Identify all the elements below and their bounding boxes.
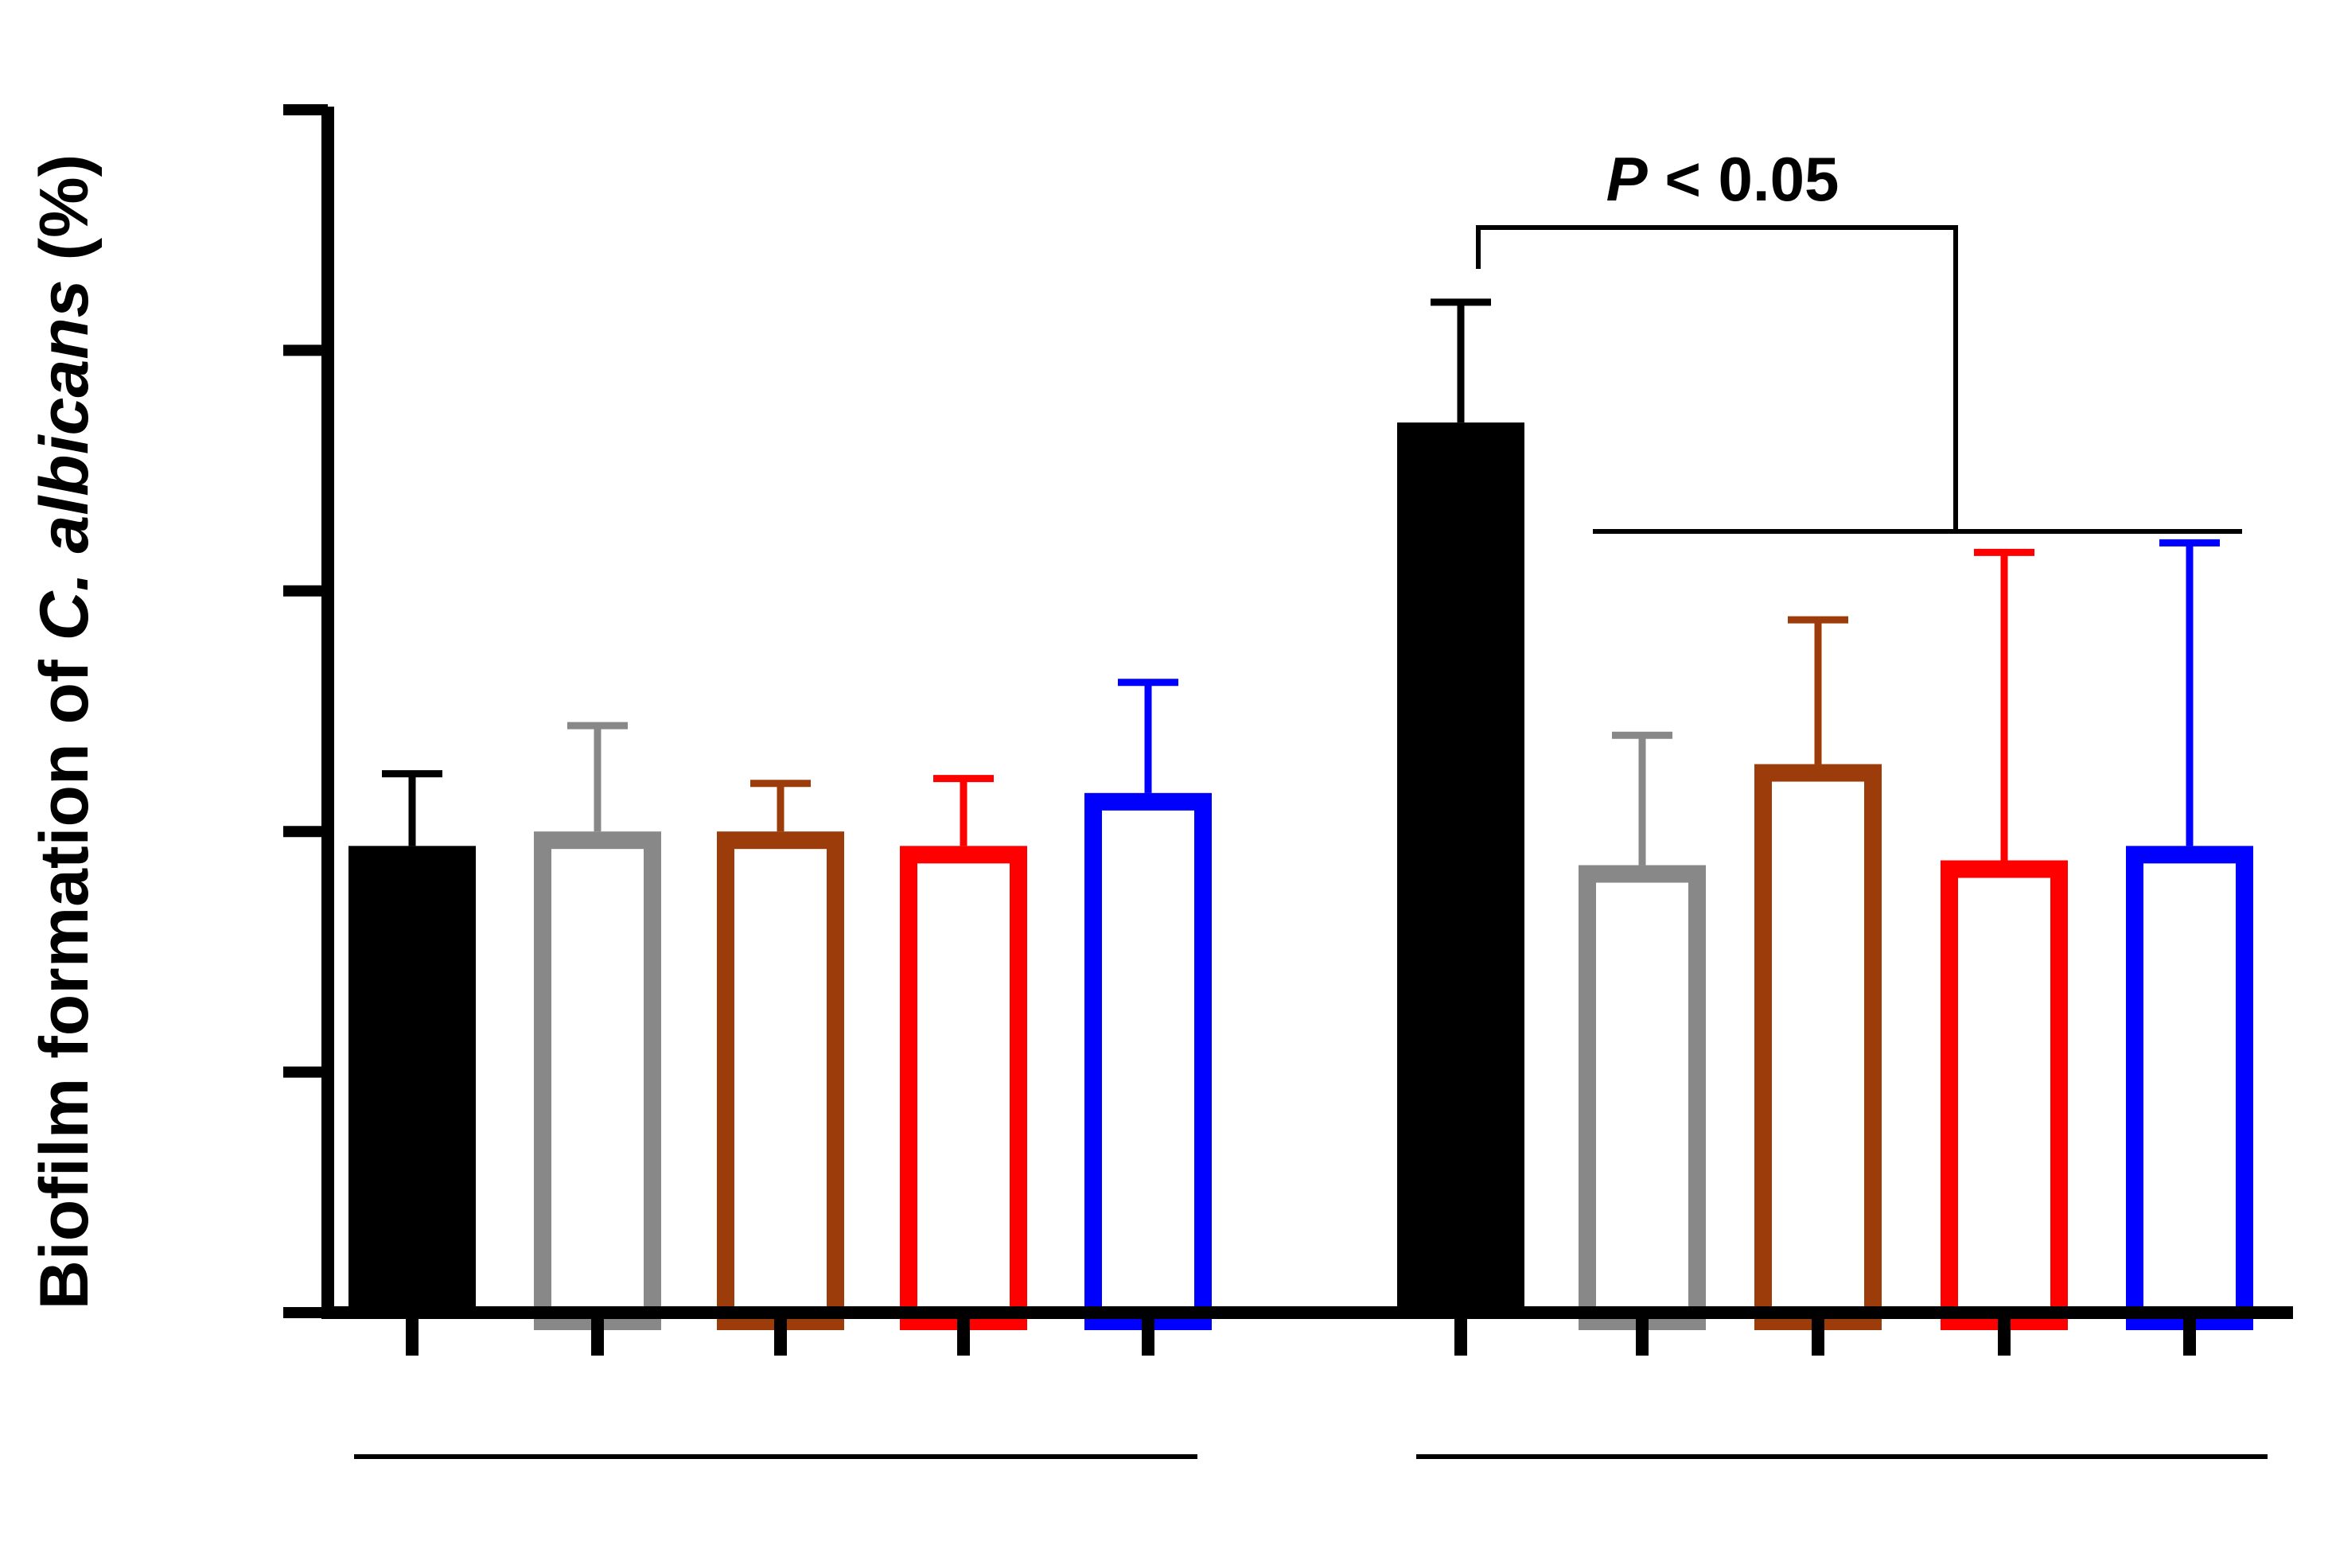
bar-24h-2 xyxy=(1754,764,1882,1330)
bar-0h-4 xyxy=(1084,792,1212,1330)
bar-0h-2 xyxy=(717,831,844,1330)
significance-bracket xyxy=(1476,225,1958,529)
bar-0h-1 xyxy=(534,831,661,1330)
bar-24h-0 xyxy=(1397,422,1524,1313)
bar-0h-3 xyxy=(900,846,1027,1330)
bars-layer xyxy=(348,298,2253,1331)
y-axis-label: Biofilm formation of C. albicans (%) xyxy=(26,154,103,1310)
significance-label: P < 0.05 xyxy=(1606,144,1840,214)
bar-0h-0 xyxy=(348,846,476,1313)
axes-layer xyxy=(283,104,2293,1459)
bar-24h-1 xyxy=(1579,865,1706,1330)
bar-24h-4 xyxy=(2126,846,2253,1330)
bar-24h-3 xyxy=(1941,860,2068,1331)
